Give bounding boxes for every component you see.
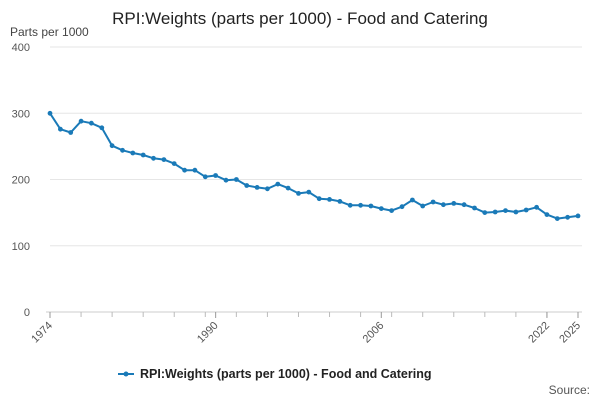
data-point[interactable] (337, 199, 343, 204)
data-point[interactable] (492, 209, 498, 215)
data-point[interactable] (99, 125, 105, 131)
legend-dot-marker (123, 371, 129, 377)
data-point[interactable] (410, 197, 415, 203)
data-point[interactable] (47, 110, 53, 116)
series-layer (47, 110, 581, 222)
data-point[interactable] (523, 207, 529, 213)
data-point[interactable] (202, 174, 208, 180)
data-point[interactable] (182, 167, 188, 173)
data-point[interactable] (120, 147, 125, 153)
y-axis-label: Parts per 1000 (10, 25, 89, 39)
data-point[interactable] (451, 201, 457, 206)
gridlines (50, 46, 582, 313)
data-point[interactable] (265, 186, 270, 192)
data-point[interactable] (461, 202, 467, 208)
data-point[interactable] (78, 118, 84, 124)
legend[interactable]: RPI:Weights (parts per 1000) - Food and … (118, 367, 431, 381)
data-point[interactable] (389, 208, 394, 214)
data-point[interactable] (544, 212, 550, 218)
legend-label: RPI:Weights (parts per 1000) - Food and … (140, 367, 431, 381)
data-point[interactable] (109, 143, 115, 149)
data-point[interactable] (244, 183, 250, 188)
data-point[interactable] (161, 157, 167, 163)
series-line (49, 112, 579, 220)
data-point[interactable] (130, 150, 136, 156)
data-point[interactable] (368, 203, 374, 209)
data-point[interactable] (316, 196, 322, 202)
y-tick-label: 0 (24, 307, 30, 319)
data-point[interactable] (223, 177, 229, 183)
data-point[interactable] (140, 152, 146, 158)
data-point[interactable] (482, 210, 488, 216)
data-point[interactable] (503, 208, 508, 214)
data-point[interactable] (347, 202, 353, 208)
data-point[interactable] (441, 202, 446, 208)
data-point[interactable] (513, 209, 519, 215)
data-point[interactable] (171, 161, 177, 167)
data-point[interactable] (68, 130, 74, 135)
x-tick-label: 1974 (29, 320, 55, 346)
y-tick-label: 400 (12, 42, 30, 54)
data-point[interactable] (534, 204, 539, 210)
data-point[interactable] (285, 185, 291, 191)
chart-title: RPI:Weights (parts per 1000) - Food and … (112, 9, 488, 28)
data-point[interactable] (89, 120, 94, 126)
y-tick-label: 100 (12, 241, 30, 253)
y-tick-label: 300 (12, 108, 30, 120)
x-tick-label: 1990 (195, 320, 221, 346)
data-point[interactable] (378, 206, 384, 212)
data-point[interactable] (151, 155, 156, 161)
data-point[interactable] (58, 126, 63, 132)
x-tick-label: 2022 (526, 320, 552, 346)
data-point[interactable] (565, 214, 570, 220)
data-point[interactable] (296, 191, 301, 196)
y-tick-label: 200 (12, 175, 30, 187)
data-point[interactable] (358, 202, 363, 208)
x-tick-label: 2006 (361, 320, 387, 346)
data-point[interactable] (472, 205, 477, 211)
data-point[interactable] (306, 189, 312, 195)
x-tick-label: 2025 (557, 320, 583, 346)
data-point[interactable] (327, 197, 332, 202)
data-point[interactable] (234, 177, 239, 182)
data-point[interactable] (275, 181, 281, 187)
source-label: Source: (549, 383, 590, 397)
data-point[interactable] (575, 213, 581, 219)
data-point[interactable] (554, 216, 560, 222)
data-point[interactable] (399, 204, 405, 210)
data-point[interactable] (192, 167, 198, 173)
data-point[interactable] (213, 173, 219, 178)
data-point[interactable] (254, 185, 260, 190)
data-point[interactable] (430, 199, 436, 205)
data-point[interactable] (420, 203, 426, 209)
